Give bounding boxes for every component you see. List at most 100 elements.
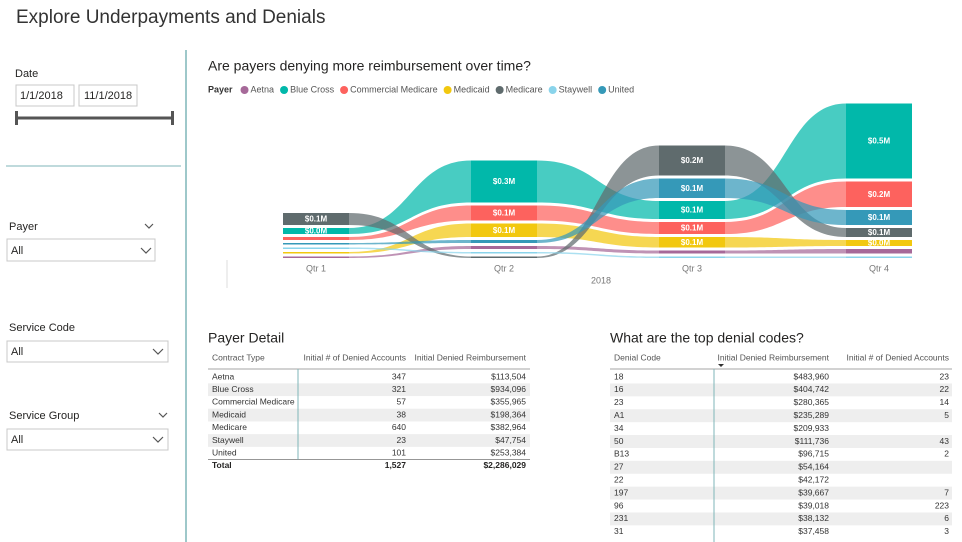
data-label: $0.1M <box>681 184 704 193</box>
legend-marker <box>598 86 607 94</box>
ribbon <box>349 205 471 240</box>
column-header: Denial Code <box>614 352 661 362</box>
table-cell: $113,504 <box>491 371 526 381</box>
ribbon <box>349 240 471 245</box>
table-cell: 321 <box>392 384 406 394</box>
table-cell: Commercial Medicare <box>212 397 295 407</box>
data-label: $0.5M <box>868 137 891 146</box>
collapse-icon[interactable] <box>144 223 154 229</box>
filter-label: Service Group <box>9 410 79 422</box>
sort-indicator <box>718 364 724 367</box>
table-cell: B13 <box>614 449 629 459</box>
data-label: $0.2M <box>868 190 891 199</box>
ribbon <box>725 237 846 248</box>
table-cell: $39,018 <box>798 500 829 510</box>
x-tick-label: Qtr 3 <box>682 263 702 273</box>
data-label: $0.1M <box>868 228 891 237</box>
x-tick-label: Qtr 4 <box>869 263 889 273</box>
column-header: Initial # of Denied Accounts <box>846 352 949 362</box>
service-group-dropdown[interactable] <box>6 428 169 451</box>
table-cell: $37,458 <box>798 526 829 536</box>
table-cell: $111,736 <box>795 436 829 446</box>
ribbon-segment <box>846 103 912 179</box>
table-cell: 223 <box>935 500 949 510</box>
ribbon-segment <box>659 201 725 219</box>
table-cell: 18 <box>614 371 624 381</box>
ribbon <box>349 213 471 258</box>
ribbon <box>349 246 471 258</box>
row-stripe <box>610 383 952 397</box>
table-cell: 6 <box>944 513 949 523</box>
table-cell: 16 <box>614 384 624 394</box>
ribbon-segment <box>659 237 725 248</box>
dropdown-value: All <box>11 434 23 446</box>
table-title: What are the top denial codes? <box>610 330 804 346</box>
table-cell: Aetna <box>212 371 234 381</box>
ribbon-segment <box>283 213 349 225</box>
table-cell: $39,667 <box>798 487 829 497</box>
ribbon-segment <box>283 243 349 245</box>
ribbon-segment <box>846 256 912 258</box>
table-cell: 22 <box>940 384 950 394</box>
column-header: Initial # of Denied Accounts <box>303 352 406 362</box>
table-cell: 31 <box>614 526 624 536</box>
dropdown-value: All <box>11 245 23 257</box>
payer-dropdown[interactable] <box>6 238 156 262</box>
legend-marker <box>240 86 249 94</box>
ribbon <box>725 178 846 225</box>
slider-handle[interactable] <box>171 111 174 125</box>
service-code-dropdown[interactable] <box>6 340 169 363</box>
ribbon <box>349 160 471 234</box>
legend-label: Medicare <box>506 84 543 94</box>
data-label: $0.2M <box>681 156 704 165</box>
date-start-input[interactable] <box>15 84 75 107</box>
ribbon-segment <box>283 247 349 249</box>
date-end-input[interactable] <box>78 84 138 107</box>
table-cell: $198,364 <box>491 409 527 419</box>
table-cell: 2 <box>944 449 949 459</box>
table-cell: $280,365 <box>794 397 830 407</box>
row-stripe <box>610 486 952 500</box>
row-stripe <box>610 409 952 423</box>
data-label: $0.1M <box>868 213 891 222</box>
table-cell: 38 <box>397 409 407 419</box>
data-label: $0.1M <box>681 238 704 247</box>
filter-label: Service Code <box>9 322 75 334</box>
column-header: Initial Denied Reimbursement <box>718 352 830 362</box>
table-cell: 231 <box>614 513 628 523</box>
slider-handle[interactable] <box>15 111 18 125</box>
filter-label: Payer <box>9 221 38 233</box>
total-cell: $2,286,029 <box>483 460 526 470</box>
table-cell: $42,172 <box>798 474 829 484</box>
date-start: 1/1/2018 <box>20 90 63 102</box>
ribbon <box>537 223 659 248</box>
table-cell: $355,965 <box>491 397 527 407</box>
legend-label: Blue Cross <box>290 84 335 94</box>
collapse-icon[interactable] <box>158 412 168 418</box>
table-cell: $54,164 <box>798 462 829 472</box>
ribbon-segment <box>471 246 537 249</box>
legend-marker <box>548 86 557 94</box>
legend-label: Commercial Medicare <box>350 84 438 94</box>
data-label: $0.0M <box>305 227 328 236</box>
table-cell: $253,384 <box>491 447 527 457</box>
row-stripe <box>208 383 530 397</box>
chart-title: Are payers denying more reimbursement ov… <box>208 58 531 74</box>
x-tick-label: Qtr 2 <box>494 263 514 273</box>
ribbon <box>725 103 846 219</box>
legend-marker <box>495 86 504 94</box>
table-cell: 101 <box>392 447 406 457</box>
ribbon-segment <box>659 250 725 254</box>
ribbon-segment <box>283 252 349 254</box>
table-cell: 43 <box>940 436 950 446</box>
row-stripe <box>610 435 952 448</box>
ribbon-segment <box>471 223 537 237</box>
table-cell: 34 <box>614 423 624 433</box>
dropdown-icon <box>152 436 164 443</box>
table-cell: 57 <box>397 397 407 407</box>
legend-label: Medicaid <box>454 84 490 94</box>
total-cell: 1,527 <box>385 460 407 470</box>
table-cell: 50 <box>614 436 624 446</box>
ribbon-segment <box>659 145 725 176</box>
